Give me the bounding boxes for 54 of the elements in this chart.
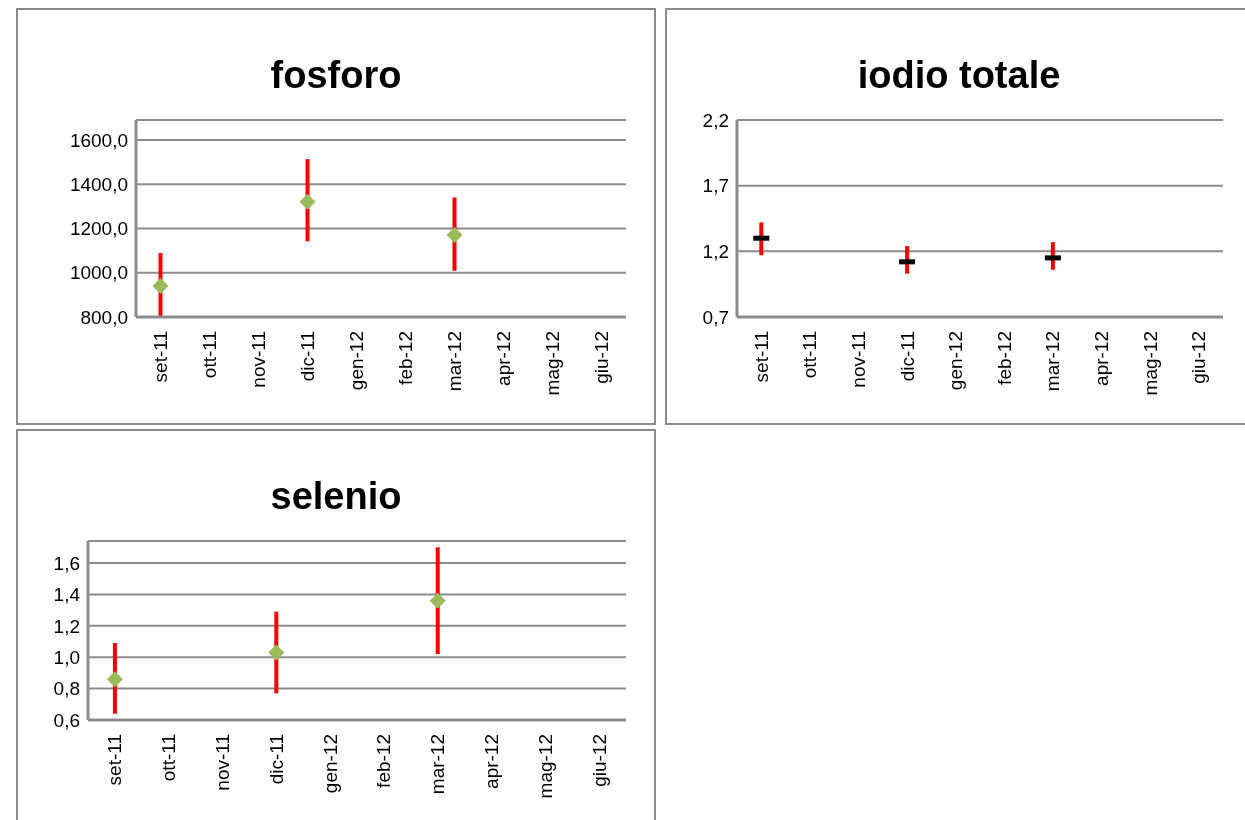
point (299, 193, 316, 210)
x-tick-label: mar-12 (427, 734, 449, 795)
x-tick-label: mag-12 (534, 734, 556, 799)
x-tick-label: feb-12 (395, 331, 416, 385)
x-tick-label: set-11 (104, 734, 126, 786)
y-tick-label: 1,4 (53, 584, 81, 606)
y-tick-label: 1000,0 (69, 262, 128, 284)
y-tick-label: 0,6 (53, 709, 80, 731)
x-tick-label: feb-12 (993, 331, 1015, 385)
y-tick-label: 2,2 (702, 109, 729, 131)
x-tick-label: giu-12 (1188, 331, 1210, 384)
x-tick-label: ott-11 (199, 331, 220, 379)
y-tick-label: 1,6 (53, 552, 80, 574)
x-tick-label: apr-12 (1091, 331, 1112, 386)
x-tick-label: feb-12 (373, 734, 395, 788)
x-tick-label: ott-11 (799, 331, 821, 379)
x-tick-label: dic-11 (896, 331, 918, 382)
y-tick-label: 0,8 (53, 678, 80, 700)
x-tick-label: set-11 (150, 331, 171, 383)
y-tick-label: 800,0 (80, 306, 128, 328)
x-tick-label: nov-11 (848, 331, 869, 388)
x-tick-label: nov-11 (212, 734, 233, 791)
y-tick-label: 1400,0 (69, 173, 128, 195)
y-tick-label: 0,7 (702, 306, 729, 328)
x-tick-label: gen-12 (319, 734, 341, 794)
chart-title: iodio totale (856, 53, 1062, 98)
y-tick-label: 1,7 (702, 175, 729, 197)
point (106, 671, 123, 688)
point (429, 592, 446, 609)
x-tick-label: gen-12 (945, 331, 967, 391)
y-tick-label: 1600,0 (69, 129, 128, 151)
chart-title: fosforo (269, 53, 403, 98)
x-tick-label: ott-11 (158, 734, 180, 782)
y-tick-label: 1200,0 (69, 218, 128, 240)
x-tick-label: dic-11 (297, 331, 318, 382)
x-tick-label: mag-12 (1139, 331, 1161, 396)
y-tick-label: 1,0 (53, 646, 80, 668)
x-tick-label: dic-11 (265, 734, 287, 785)
point (446, 226, 463, 243)
x-tick-label: mar-12 (1042, 331, 1064, 392)
point (268, 644, 285, 661)
x-tick-label: apr-12 (493, 331, 514, 386)
y-tick-label: 1,2 (702, 241, 729, 263)
x-tick-label: giu-12 (591, 331, 612, 384)
x-tick-label: gen-12 (346, 331, 367, 391)
x-tick-label: mar-12 (444, 331, 465, 392)
point (152, 278, 169, 295)
x-tick-label: set-11 (750, 331, 772, 383)
x-tick-label: nov-11 (248, 331, 269, 388)
x-tick-label: giu-12 (588, 734, 610, 787)
y-tick-label: 1,2 (53, 615, 80, 637)
x-tick-label: apr-12 (481, 734, 502, 789)
x-tick-label: mag-12 (542, 331, 563, 396)
chart-title: selenio (269, 474, 403, 519)
